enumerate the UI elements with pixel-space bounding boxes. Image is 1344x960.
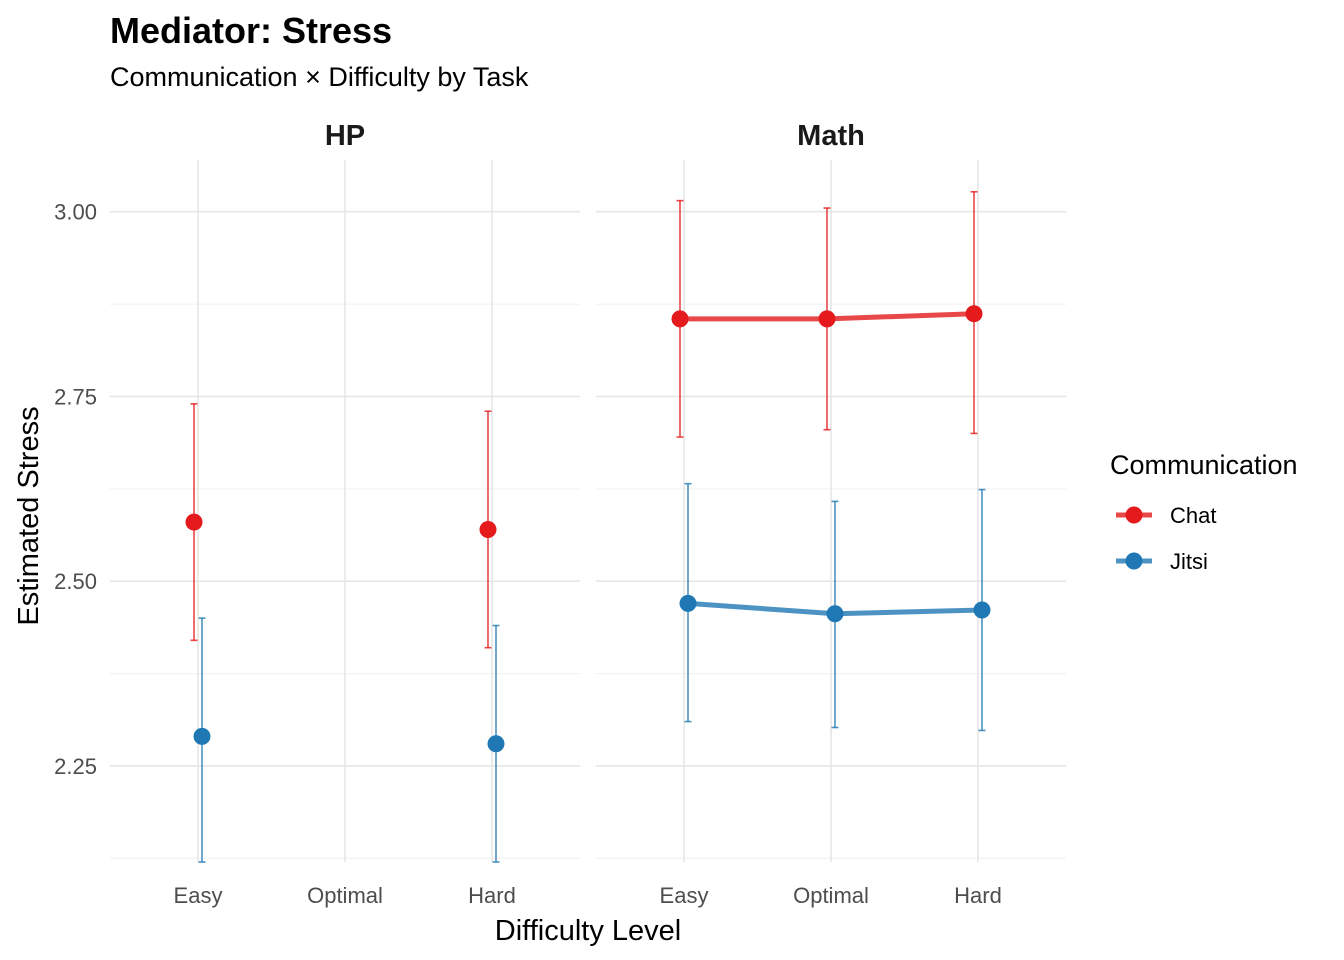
series-chat <box>671 190 983 438</box>
x-tick-label: Optimal <box>793 883 869 908</box>
data-point <box>671 310 689 328</box>
data-point <box>679 594 697 612</box>
y-axis: 2.25 2.50 2.75 3.00 <box>54 200 97 779</box>
data-point <box>487 735 505 753</box>
series-jitsi <box>679 482 991 732</box>
data-point <box>973 601 991 619</box>
strip-label-math: Math <box>797 120 865 152</box>
series-chat <box>185 403 497 649</box>
panel-hp: HP Easy Optimal Hard <box>110 120 580 908</box>
y-tick-label: 2.50 <box>54 569 97 594</box>
data-point <box>185 513 203 531</box>
legend: Communication Chat Jitsi <box>1110 450 1298 574</box>
strip-label-hp: HP <box>325 120 365 152</box>
y-tick-label: 3.00 <box>54 200 97 225</box>
data-point <box>193 727 211 745</box>
y-tick-label: 2.25 <box>54 754 97 779</box>
series-jitsi <box>193 617 505 863</box>
x-tick-label: Hard <box>468 883 516 908</box>
data-point <box>818 310 836 328</box>
panel-math: Math Easy Optimal Hard <box>596 120 1066 908</box>
chart-subtitle: Communication × Difficulty by Task <box>110 62 529 92</box>
chart-title: Mediator: Stress <box>110 10 392 51</box>
y-tick-label: 2.75 <box>54 384 97 409</box>
legend-title: Communication <box>1110 450 1298 480</box>
legend-label-jitsi: Jitsi <box>1170 549 1208 574</box>
x-tick-label: Easy <box>174 883 223 908</box>
legend-label-chat: Chat <box>1170 503 1216 528</box>
x-tick-label: Optimal <box>307 883 383 908</box>
legend-key-point <box>1125 552 1143 570</box>
data-point <box>479 520 497 538</box>
y-axis-title: Estimated Stress <box>13 406 45 625</box>
legend-key-point <box>1125 506 1143 524</box>
facet-panels: HP Easy Optimal Hard Math Easy Optimal Hard <box>110 120 1066 908</box>
x-tick-label: Easy <box>660 883 709 908</box>
data-point <box>965 305 983 323</box>
data-point <box>826 605 844 623</box>
x-axis-title: Difficulty Level <box>495 915 681 947</box>
x-tick-label: Hard <box>954 883 1002 908</box>
